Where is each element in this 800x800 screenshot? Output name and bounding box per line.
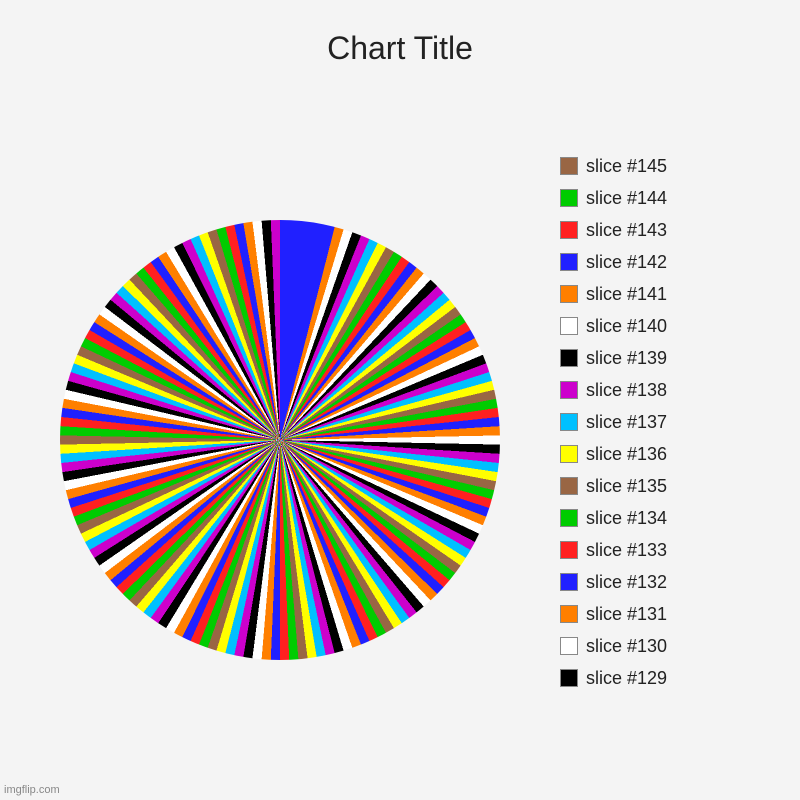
legend: slice #145 slice #144 slice #143 slice #142…: [560, 150, 740, 694]
legend-item: slice #138: [560, 374, 740, 406]
legend-item: slice #133: [560, 534, 740, 566]
legend-label: slice #132: [586, 572, 667, 593]
legend-swatch: [560, 381, 578, 399]
legend-swatch: [560, 477, 578, 495]
pie-chart: [60, 220, 500, 660]
legend-label: slice #145: [586, 156, 667, 177]
legend-swatch: [560, 605, 578, 623]
legend-swatch: [560, 221, 578, 239]
legend-swatch: [560, 637, 578, 655]
legend-swatch: [560, 189, 578, 207]
legend-swatch: [560, 669, 578, 687]
chart-title: Chart Title: [0, 30, 800, 67]
legend-label: slice #139: [586, 348, 667, 369]
legend-swatch: [560, 509, 578, 527]
legend-label: slice #136: [586, 444, 667, 465]
legend-item: slice #141: [560, 278, 740, 310]
legend-item: slice #135: [560, 470, 740, 502]
legend-swatch: [560, 349, 578, 367]
legend-label: slice #134: [586, 508, 667, 529]
legend-label: slice #130: [586, 636, 667, 657]
legend-item: slice #130: [560, 630, 740, 662]
legend-label: slice #129: [586, 668, 667, 689]
legend-label: slice #144: [586, 188, 667, 209]
legend-swatch: [560, 253, 578, 271]
legend-swatch: [560, 541, 578, 559]
legend-item: slice #132: [560, 566, 740, 598]
legend-item: slice #131: [560, 598, 740, 630]
legend-swatch: [560, 157, 578, 175]
legend-item: slice #143: [560, 214, 740, 246]
legend-label: slice #133: [586, 540, 667, 561]
legend-label: slice #137: [586, 412, 667, 433]
watermark: imgflip.com: [4, 784, 60, 796]
legend-label: slice #140: [586, 316, 667, 337]
legend-item: slice #134: [560, 502, 740, 534]
legend-label: slice #142: [586, 252, 667, 273]
legend-swatch: [560, 285, 578, 303]
legend-label: slice #138: [586, 380, 667, 401]
legend-item: slice #140: [560, 310, 740, 342]
legend-item: slice #142: [560, 246, 740, 278]
legend-item: slice #129: [560, 662, 740, 694]
legend-label: slice #143: [586, 220, 667, 241]
legend-swatch: [560, 317, 578, 335]
legend-swatch: [560, 445, 578, 463]
legend-item: slice #145: [560, 150, 740, 182]
legend-item: slice #139: [560, 342, 740, 374]
legend-label: slice #135: [586, 476, 667, 497]
legend-swatch: [560, 573, 578, 591]
legend-label: slice #141: [586, 284, 667, 305]
legend-item: slice #136: [560, 438, 740, 470]
legend-item: slice #144: [560, 182, 740, 214]
legend-item: slice #137: [560, 406, 740, 438]
legend-swatch: [560, 413, 578, 431]
legend-label: slice #131: [586, 604, 667, 625]
